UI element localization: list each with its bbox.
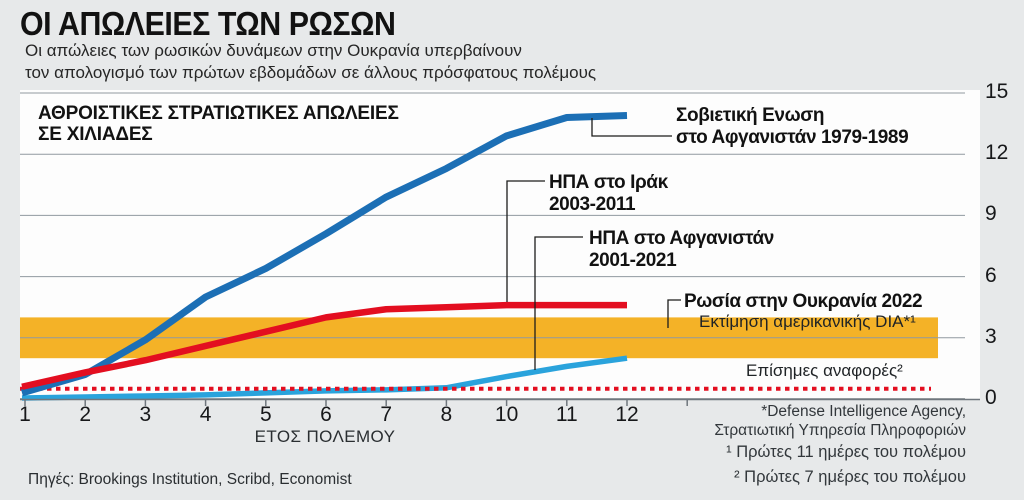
y-tick-label-6: 6	[985, 263, 997, 287]
legend-russia-ukraine: Ρωσία στην Ουκρανία 2022	[684, 291, 923, 312]
legend-iraq-line-1: ΗΠΑ στο Ιράκ	[549, 172, 668, 193]
x-tick-label-6: 6	[320, 403, 332, 426]
footnote-dia-line-1: *Defense Intelligence Agency,	[761, 403, 966, 420]
subtitle-line-2: τον απολογισμό των πρώτων εβδομάδων σε ά…	[25, 63, 597, 82]
x-tick-label-12: 12	[615, 403, 639, 426]
footnote-1: ¹ Πρώτες 11 ημέρες του πολέμου	[726, 443, 966, 461]
legend-soviet-line-2: στο Αφγανιστάν 1979-1989	[676, 126, 909, 148]
x-tick-label-8: 8	[440, 403, 453, 426]
y-tick-label-3: 3	[985, 324, 997, 348]
footnote-2: ² Πρώτες 7 ημέρες του πολέμου	[734, 468, 966, 486]
x-tick-label-1: 1	[19, 403, 31, 426]
chart-heading-line-1: ΑΘΡΟΙΣΤΙΚΕΣ ΣΤΡΑΤΙΩΤΙΚΕΣ ΑΠΩΛΕΙΕΣ	[38, 103, 399, 124]
legend-soviet-afghanistan: Σοβιετική Ενωση στο Αφγανιστάν 1979-1989	[676, 105, 909, 148]
x-axis-title: ΕΤΟΣ ΠΟΛΕΜΟΥ	[254, 427, 396, 446]
legend-us-afghanistan: ΗΠΑ στο Αφγανιστάν 2001-2021	[589, 228, 774, 271]
legend-us-afghanistan-line-2: 2001-2021	[589, 249, 677, 271]
legend-soviet-line-1: Σοβιετική Ενωση	[676, 105, 825, 126]
source-line: Πηγές: Brookings Institution, Scribd, Ec…	[28, 471, 352, 488]
dia-estimate-label: Εκτίμηση αμερικανικής DIA*¹	[699, 312, 916, 331]
legend-us-afghanistan-line-1: ΗΠΑ στο Αφγανιστάν	[589, 228, 774, 249]
x-tick-label-5: 5	[259, 403, 272, 426]
footnotes: *Defense Intelligence Agency, Στρατιωτικ…	[714, 402, 966, 490]
y-tick-label-9: 9	[985, 202, 997, 226]
x-tick-label-2: 2	[79, 403, 92, 426]
x-tick-label-7: 7	[380, 403, 393, 426]
y-tick-label-0: 0	[985, 386, 997, 409]
legend-us-iraq: ΗΠΑ στο Ιράκ 2003-2011	[549, 172, 668, 215]
y-tick-label-12: 12	[985, 141, 1009, 165]
x-tick-label-11: 11	[555, 403, 578, 426]
subtitle-line-1: Οι απώλειες των ρωσικών δυνάμεων στην Ου…	[25, 41, 522, 60]
legend-iraq-line-2: 2003-2011	[549, 193, 636, 215]
footnote-dia-line-2: Στρατιωτική Υπηρεσία Πληροφοριών	[714, 422, 966, 439]
chart-heading-line-2: ΣΕ ΧΙΛΙΑΔΕΣ	[38, 124, 153, 145]
x-tick-label-10: 10	[494, 403, 519, 426]
x-tick-label-4: 4	[199, 403, 212, 426]
chart-heading: ΑΘΡΟΙΣΤΙΚΕΣ ΣΤΡΑΤΙΩΤΙΚΕΣ ΑΠΩΛΕΙΕΣ ΣΕ ΧΙΛ…	[38, 103, 399, 145]
x-tick-label-3: 3	[139, 403, 152, 426]
page-title: ΟΙ ΑΠΩΛΕΙΕΣ ΤΩΝ ΡΩΣΩΝ	[20, 5, 396, 42]
official-reports-label: Επίσημες αναφορές²	[746, 361, 903, 380]
y-tick-label-15: 15	[985, 80, 1009, 103]
